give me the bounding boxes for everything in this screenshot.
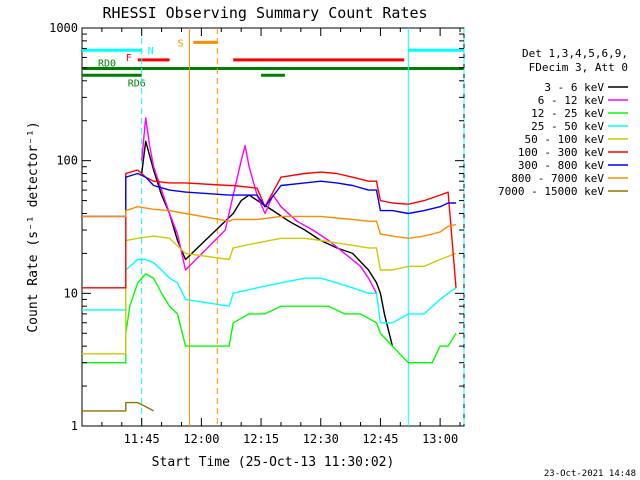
series-lines	[82, 117, 457, 412]
y-axis-label: Count Rate (s⁻¹ detector⁻¹)	[26, 121, 41, 332]
axes: 11:45 12:00 12:15 12:30 12:45 13:00 1 10 100 1000	[49, 21, 464, 446]
legend-label-5: 100 - 300 keV	[518, 146, 604, 159]
state-bar-label-4: RD6	[128, 78, 146, 89]
series-line-7	[82, 206, 457, 239]
series-line-1	[141, 117, 378, 294]
legend-label-4: 50 - 100 keV	[525, 133, 605, 146]
series-line-4	[82, 235, 457, 355]
x-tick-label: 13:00	[422, 432, 458, 446]
series-line-2	[82, 273, 457, 364]
legend-header-line: Det 1,3,4,5,6,9,	[522, 47, 628, 60]
series-line-8	[82, 401, 154, 412]
legend-label-7: 800 - 7000 keV	[511, 172, 604, 185]
state-bar-label-0: N	[148, 46, 154, 57]
x-tick-label: 12:30	[303, 432, 339, 446]
y-tick-label: 1000	[49, 21, 78, 35]
plot-frame	[81, 27, 465, 427]
y-tick-label: 1	[71, 419, 78, 433]
state-bar-label-2: F	[126, 53, 132, 64]
series-line-0	[141, 140, 394, 347]
legend: Det 1,3,4,5,6,9,FDecim 3, Att 0 3 - 6 keV…	[498, 47, 628, 198]
legend-label-8: 7000 - 15000 keV	[498, 185, 604, 198]
x-axis-label: Start Time (25-Oct-13 11:30:02)	[152, 455, 395, 470]
y-tick-label: 10	[64, 286, 78, 300]
legend-header-line: FDecim 3, Att 0	[529, 61, 628, 74]
x-tick-label: 11:45	[124, 432, 160, 446]
vertical-lines	[141, 28, 465, 426]
legend-label-1: 6 - 12 keV	[538, 94, 605, 107]
state-bars: N S F RD0 RD6	[82, 38, 464, 89]
x-tick-label: 12:45	[362, 432, 398, 446]
chart-title: RHESSI Observing Summary Count Rates	[102, 4, 427, 22]
legend-label-6: 300 - 800 keV	[518, 159, 604, 172]
state-bar-label-1: S	[177, 38, 183, 49]
y-tick-label: 100	[56, 154, 78, 168]
state-bar-label-3: RD0	[98, 59, 116, 70]
series-line-6	[82, 172, 456, 218]
legend-label-3: 25 - 50 keV	[531, 120, 604, 133]
legend-label-0: 3 - 6 keV	[544, 81, 604, 94]
footer-date: 23-Oct-2021 14:48	[544, 469, 636, 479]
x-tick-label: 12:00	[183, 432, 219, 446]
series-line-5	[82, 169, 457, 289]
x-tick-label: 12:15	[243, 432, 279, 446]
series-line-3	[82, 258, 457, 324]
legend-label-2: 12 - 25 keV	[531, 107, 604, 120]
